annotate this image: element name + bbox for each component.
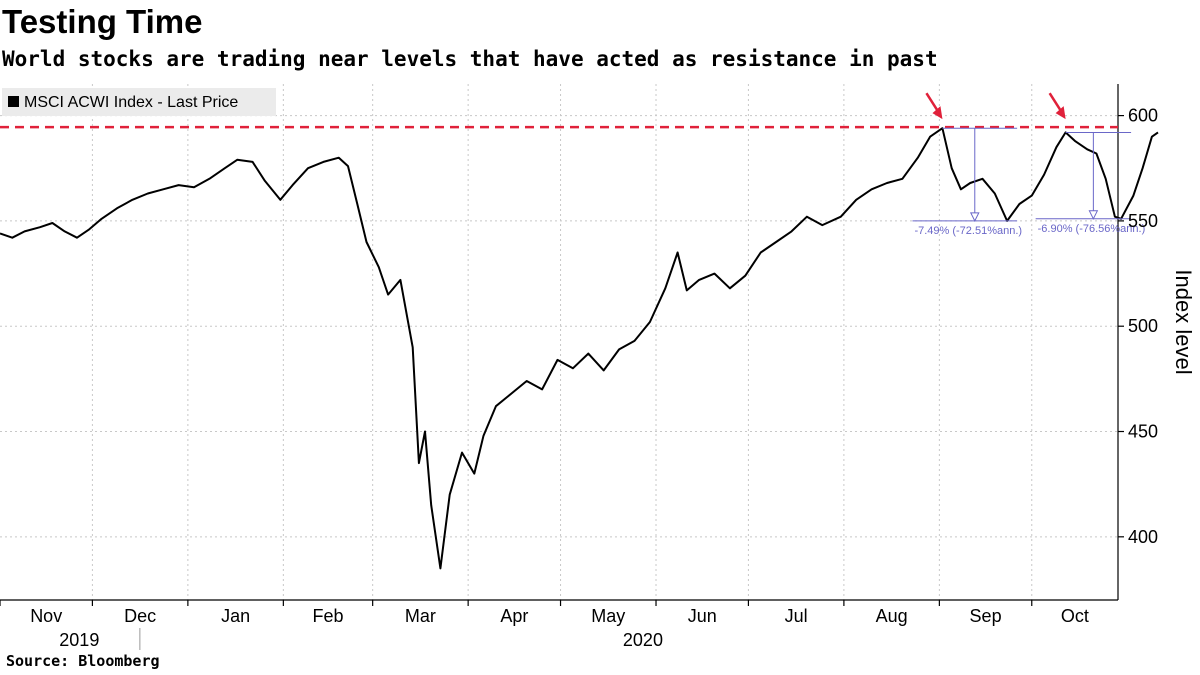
horizontal-gridlines	[0, 115, 1118, 538]
drawdown-label: -6.90% (-76.56%ann.)	[1038, 223, 1146, 235]
drawdown-annotations: -7.49% (-72.51%ann.) -6.90% (-76.56%ann.)	[912, 127, 1146, 237]
resistance-arrowhead	[1055, 106, 1066, 120]
y-tick-label: 400	[1128, 527, 1158, 547]
chart-subtitle: World stocks are trading near levels tha…	[2, 47, 938, 71]
y-tick-label: 550	[1128, 211, 1158, 231]
x-tick-label: Mar	[405, 606, 436, 626]
drawdown-arrowhead	[969, 212, 980, 223]
x-tick-label: Jun	[688, 606, 717, 626]
legend-label: MSCI ACWI Index - Last Price	[24, 94, 238, 111]
legend-swatch	[8, 96, 19, 107]
x-tick-label: Sep	[970, 606, 1002, 626]
y-tick-label: 450	[1128, 422, 1158, 442]
year-label: 2020	[623, 630, 663, 650]
arrow-markers	[925, 92, 1066, 120]
y-axis-ticks: 400 450 500 550 600	[1118, 106, 1158, 547]
vertical-gridlines	[91, 84, 1033, 600]
x-tick-label: May	[591, 606, 625, 626]
x-tick-label: Feb	[312, 606, 343, 626]
x-tick-label: Nov	[30, 606, 62, 626]
y-axis-label: Index level	[1171, 269, 1196, 374]
series-layer	[0, 127, 1159, 570]
chart-title: Testing Time	[2, 3, 203, 40]
y-tick-label: 500	[1128, 316, 1158, 336]
x-tick-label: Dec	[124, 606, 156, 626]
drawdown-label: -7.49% (-72.51%ann.)	[914, 225, 1022, 237]
resistance-arrowhead	[932, 106, 943, 120]
source-note: Source: Bloomberg	[6, 652, 160, 670]
year-label: 2019	[59, 630, 99, 650]
x-tick-label: Apr	[500, 606, 528, 626]
x-tick-label: Aug	[876, 606, 908, 626]
x-tick-label: Jul	[785, 606, 808, 626]
x-tick-label: Jan	[221, 606, 250, 626]
y-tick-label: 600	[1128, 106, 1158, 126]
x-tick-label: Oct	[1061, 606, 1089, 626]
legend: MSCI ACWI Index - Last Price	[2, 88, 276, 116]
legend-box	[2, 88, 276, 116]
x-axis-ticks: Nov Dec Jan Feb Mar Apr May Jun Jul Aug Sep Oct 2019…	[0, 600, 1089, 650]
drawdown-arrowhead	[1088, 210, 1099, 220]
series-line	[0, 127, 1159, 570]
plot-frame	[0, 84, 1119, 601]
